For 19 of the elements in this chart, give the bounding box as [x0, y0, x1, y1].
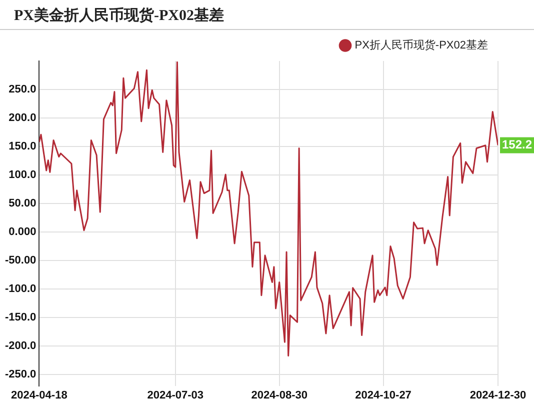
y-tick-label: -150.0: [4, 312, 36, 324]
y-tick-label: 250.0: [8, 84, 36, 96]
y-tick-label: -50.00: [4, 254, 36, 267]
y-tick-label: 200.0: [8, 112, 36, 124]
x-tick-label: 2024-04-18: [11, 390, 68, 402]
x-tick-label: 2024-10-27: [355, 390, 412, 402]
x-tick-label: 2024-07-03: [147, 390, 204, 402]
legend-label: PX折人民币现货-PX02基差: [354, 38, 488, 52]
y-tick-label: -250.0: [4, 368, 36, 381]
x-tick-label: 2024-08-30: [251, 390, 308, 402]
x-tick-label: 2024-12-30: [470, 390, 526, 402]
y-tick-label: 50.00: [8, 198, 36, 210]
chart-title: PX美金折人民币现货-PX02基差: [14, 6, 224, 25]
y-tick-label: 150.0: [8, 140, 36, 153]
annotation: 152.2: [502, 138, 532, 152]
y-tick-label: -200.0: [4, 340, 36, 352]
y-tick-label: 0.000: [8, 226, 36, 238]
y-tick-label: -100.0: [4, 283, 36, 296]
y-tick-label: 100.0: [8, 169, 36, 182]
